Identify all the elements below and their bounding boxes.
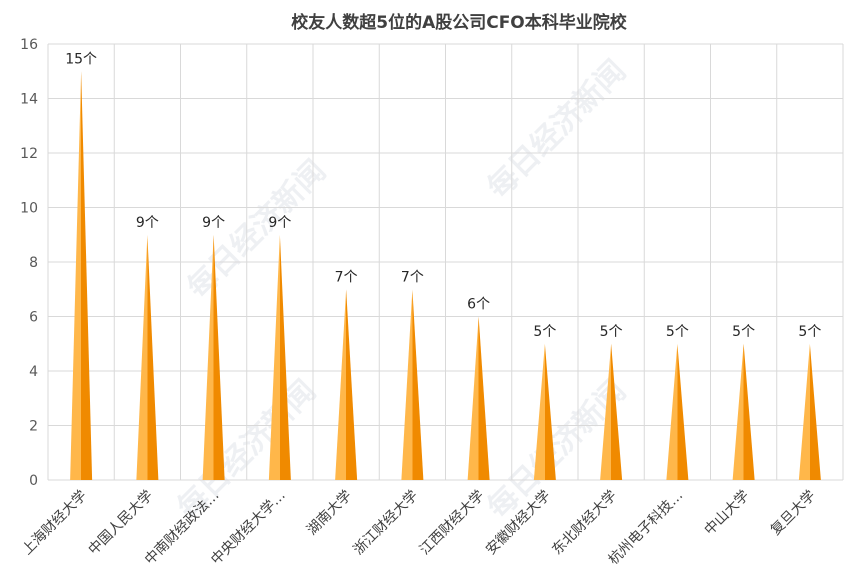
data-label: 5个 (798, 324, 821, 340)
data-label: 5个 (732, 324, 755, 340)
data-label: 9个 (268, 215, 291, 231)
bar (335, 289, 358, 480)
x-tick-label: 上海财经大学 (19, 488, 90, 559)
x-tick-label: 东北财经大学 (549, 488, 620, 559)
gridlines (47, 43, 844, 481)
y-tick-label: 0 (29, 473, 38, 489)
bars (70, 71, 821, 480)
data-label: 7个 (401, 269, 424, 285)
x-tick-label: 中国人民大学 (85, 488, 156, 559)
chart-title: 校友人数超5位的A股公司CFO本科毕业院校 (291, 12, 628, 33)
data-label: 15个 (65, 51, 97, 67)
x-tick-label: 复旦大学 (767, 487, 819, 539)
bar (666, 343, 689, 480)
bar (70, 71, 93, 480)
data-label: 5个 (666, 324, 689, 340)
bar (533, 343, 556, 480)
y-tick-label: 8 (29, 255, 38, 271)
data-label: 7个 (335, 269, 358, 285)
data-label: 9个 (136, 215, 159, 231)
y-axis: 0 2 4 6 8 10 12 14 16 (20, 37, 38, 489)
data-labels: 15个 9个 9个 9个 7个 7个 6个 5个 5个 5个 5个 5个 (65, 51, 821, 340)
y-tick-label: 6 (29, 310, 38, 326)
data-label: 9个 (202, 215, 225, 231)
y-tick-label: 10 (20, 201, 38, 217)
watermark: 每日经济新闻 (481, 54, 633, 206)
y-tick-label: 4 (29, 364, 38, 380)
y-tick-label: 2 (29, 419, 38, 435)
bar (732, 343, 755, 480)
bar (401, 289, 424, 480)
x-tick-label: 中山大学 (702, 488, 753, 539)
y-tick-label: 14 (20, 92, 38, 108)
y-tick-label: 16 (20, 37, 38, 53)
x-tick-label: 湖南大学 (304, 488, 355, 539)
bar (136, 234, 159, 480)
bar (798, 343, 821, 480)
data-label: 5个 (533, 324, 556, 340)
bar (467, 316, 490, 480)
data-label: 5个 (600, 324, 623, 340)
x-tick-label: 浙江财经大学 (350, 488, 421, 559)
bar (268, 234, 291, 480)
bar (202, 234, 225, 480)
data-label: 6个 (467, 297, 490, 313)
y-tick-label: 12 (20, 146, 38, 162)
watermark-layer: 每日经济新闻 每日经济新闻 每日经济新闻 每日经济新闻 (171, 54, 633, 526)
x-tick-label: 江西财经大学 (417, 488, 488, 559)
bar (600, 343, 623, 480)
